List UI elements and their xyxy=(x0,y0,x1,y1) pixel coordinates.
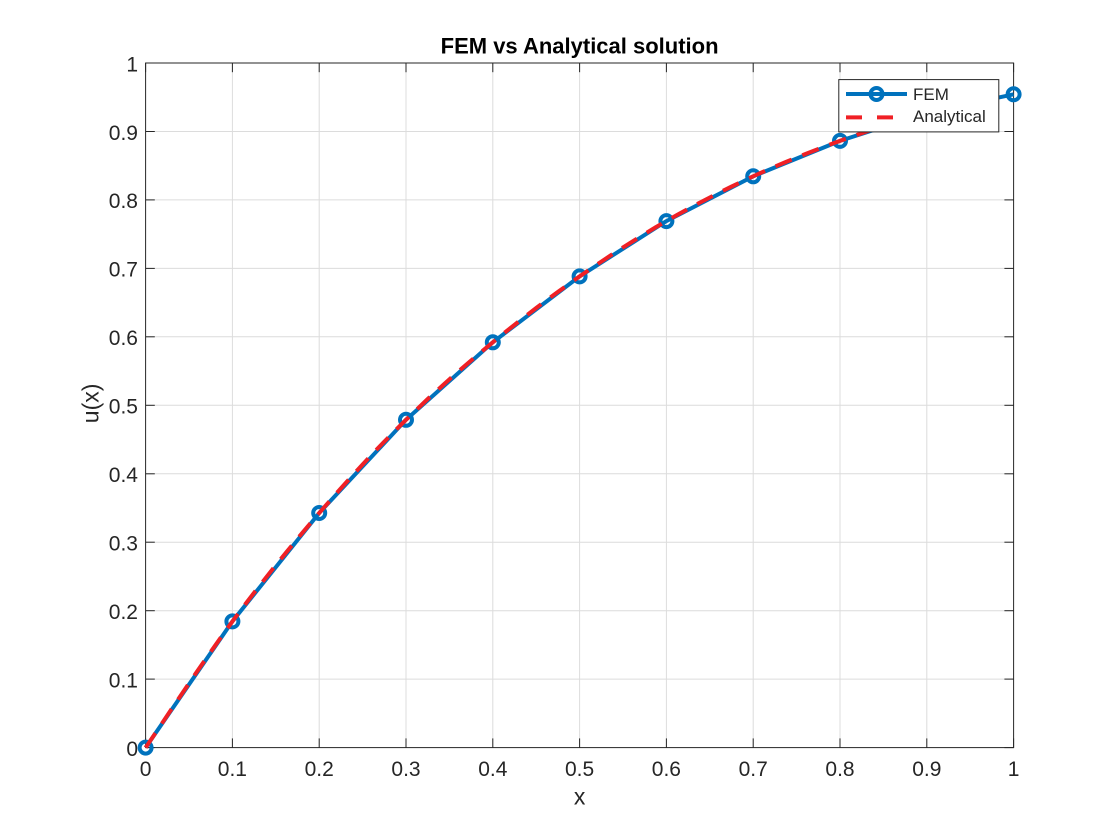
svg-text:u(x): u(x) xyxy=(78,384,104,424)
svg-text:0.5: 0.5 xyxy=(109,396,138,419)
svg-text:Analytical: Analytical xyxy=(913,107,986,126)
svg-text:FEM vs Analytical solution: FEM vs Analytical solution xyxy=(441,34,719,59)
svg-text:0.4: 0.4 xyxy=(109,464,139,487)
svg-text:0.3: 0.3 xyxy=(109,533,138,556)
svg-text:0.8: 0.8 xyxy=(109,190,138,213)
svg-text:0.6: 0.6 xyxy=(652,758,681,781)
svg-text:0.3: 0.3 xyxy=(391,758,420,781)
svg-text:0.5: 0.5 xyxy=(565,758,594,781)
svg-text:0.7: 0.7 xyxy=(739,758,768,781)
svg-text:1: 1 xyxy=(126,53,138,76)
svg-text:0.8: 0.8 xyxy=(825,758,854,781)
svg-text:0.7: 0.7 xyxy=(109,259,138,282)
svg-text:x: x xyxy=(574,784,586,810)
svg-text:0.6: 0.6 xyxy=(109,327,138,350)
svg-text:0.9: 0.9 xyxy=(912,758,941,781)
svg-text:0.1: 0.1 xyxy=(218,758,247,781)
svg-text:0: 0 xyxy=(126,738,138,761)
svg-text:0.4: 0.4 xyxy=(478,758,508,781)
svg-text:0.1: 0.1 xyxy=(109,669,138,692)
svg-text:1: 1 xyxy=(1008,758,1020,781)
svg-text:0.2: 0.2 xyxy=(109,601,138,624)
svg-text:0: 0 xyxy=(140,758,152,781)
svg-text:FEM: FEM xyxy=(913,85,949,104)
svg-text:0.2: 0.2 xyxy=(305,758,334,781)
svg-text:0.9: 0.9 xyxy=(109,122,138,145)
